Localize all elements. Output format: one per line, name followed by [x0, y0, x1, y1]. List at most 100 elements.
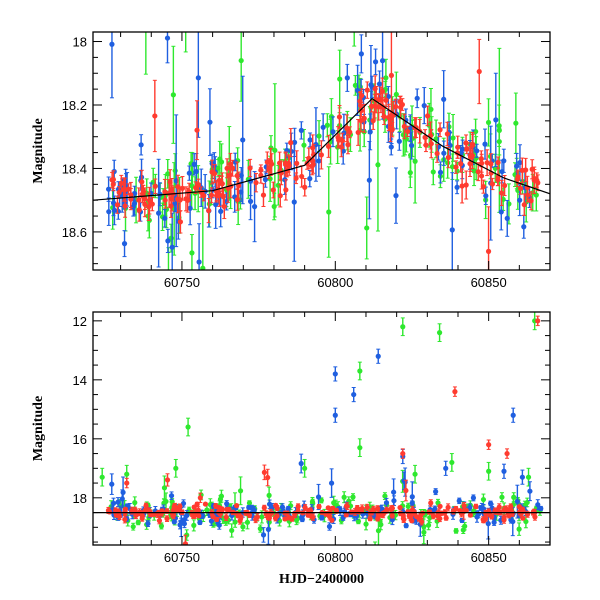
data-point — [240, 137, 246, 143]
data-point — [510, 412, 516, 418]
data-point — [116, 513, 123, 520]
data-point — [499, 494, 505, 500]
x-tick-label: 60750 — [164, 550, 200, 565]
data-point — [271, 203, 277, 210]
data-point — [319, 515, 325, 521]
data-point — [292, 512, 298, 518]
data-point — [437, 127, 443, 133]
data-point — [295, 503, 301, 510]
data-point — [110, 500, 117, 506]
data-point — [260, 192, 267, 198]
data-point — [138, 142, 144, 148]
data-point — [253, 180, 259, 186]
data-point — [523, 518, 529, 525]
data-point — [482, 141, 488, 147]
data-point — [484, 160, 490, 166]
data-point — [218, 208, 224, 214]
data-point — [483, 193, 489, 199]
data-point — [372, 59, 379, 65]
data-point — [136, 197, 142, 203]
data-point — [376, 104, 382, 110]
data-point — [316, 133, 322, 139]
data-point — [453, 528, 459, 534]
data-point — [495, 177, 501, 183]
data-point — [189, 510, 195, 516]
data-point — [372, 555, 377, 560]
data-point — [444, 131, 450, 137]
data-point — [428, 500, 434, 506]
x-axis-label: HJD−2400000 — [279, 572, 364, 587]
data-point — [164, 35, 171, 41]
data-point — [285, 515, 292, 521]
data-point — [393, 104, 399, 110]
data-point — [259, 514, 265, 520]
data-point — [445, 154, 451, 161]
data-point — [489, 181, 496, 187]
data-point — [344, 75, 350, 81]
data-point — [421, 103, 427, 109]
data-point — [358, 51, 364, 57]
data-point — [260, 532, 267, 538]
data-point — [325, 143, 332, 149]
data-point — [453, 506, 459, 512]
data-layer — [93, 312, 550, 560]
data-point — [519, 474, 525, 480]
data-point — [461, 509, 467, 515]
y-axis-label: Magnitude — [31, 118, 46, 183]
data-point — [514, 176, 521, 182]
data-point — [269, 161, 275, 167]
data-point — [485, 248, 492, 254]
data-point — [135, 519, 141, 526]
data-point — [277, 193, 283, 199]
x-tick-label: 60800 — [317, 550, 353, 565]
data-point — [240, 524, 246, 530]
data-point — [223, 514, 229, 520]
data-point — [133, 512, 139, 519]
data-point — [485, 521, 491, 527]
data-point — [493, 117, 499, 123]
data-point — [316, 503, 322, 510]
data-point — [424, 113, 431, 119]
data-point — [156, 518, 163, 524]
data-point — [229, 527, 235, 534]
data-point — [456, 498, 462, 504]
data-point — [177, 219, 184, 225]
data-point — [445, 504, 451, 511]
data-point — [152, 113, 158, 119]
data-point — [383, 97, 389, 103]
data-point — [517, 185, 524, 192]
data-point — [330, 129, 336, 135]
data-point — [274, 505, 280, 511]
data-point — [265, 319, 270, 324]
data-point — [458, 161, 464, 167]
data-point — [331, 500, 337, 506]
data-point — [474, 514, 480, 520]
data-point — [206, 207, 212, 214]
data-point — [106, 509, 113, 515]
data-point — [165, 238, 171, 244]
data-point — [175, 184, 181, 190]
data-point — [375, 353, 381, 359]
data-point — [265, 474, 271, 481]
data-point — [266, 492, 272, 498]
data-point — [116, 189, 122, 196]
data-point — [305, 512, 311, 518]
data-point — [529, 166, 535, 172]
data-point — [171, 503, 177, 510]
data-point — [128, 192, 134, 198]
data-point — [409, 500, 415, 506]
data-point — [282, 161, 289, 168]
data-point — [194, 127, 200, 133]
data-point — [366, 177, 372, 183]
data-point — [405, 509, 411, 515]
x-tick-label: 60850 — [471, 550, 507, 565]
data-point — [486, 468, 492, 474]
data-point — [438, 510, 445, 516]
data-point — [519, 167, 525, 173]
data-point — [302, 465, 308, 471]
data-point — [408, 514, 414, 520]
x-tick-label: 60750 — [164, 275, 200, 290]
data-point — [385, 93, 391, 100]
data-point — [459, 183, 465, 189]
data-point — [109, 41, 115, 47]
